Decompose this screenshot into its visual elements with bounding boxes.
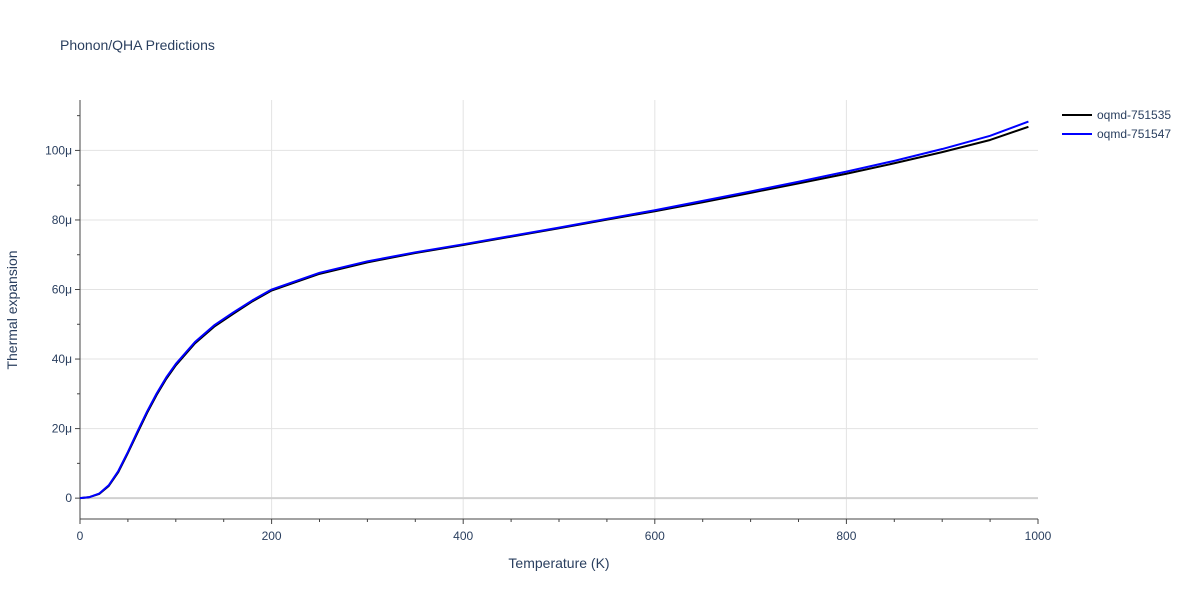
series-line-oqmd-751547 (79, 120, 1029, 500)
legend-label: oqmd-751547 (1097, 127, 1171, 141)
x-tick-label: 200 (262, 529, 282, 543)
y-tick-label: 100μ (45, 143, 72, 157)
chart-title: Phonon/QHA Predictions (60, 37, 215, 53)
legend: oqmd-751535 oqmd-751547 (1062, 108, 1171, 141)
x-tick-label: 600 (645, 529, 665, 543)
x-tick-label: 400 (453, 529, 473, 543)
grid (80, 100, 1038, 519)
y-tick-label: 40μ (52, 352, 72, 366)
x-axis-title: Temperature (K) (508, 555, 609, 571)
y-axis-title: Thermal expansion (4, 250, 20, 369)
series-lines (79, 120, 1029, 500)
x-tick-label: 1000 (1025, 529, 1052, 543)
x-tick-label: 0 (77, 529, 84, 543)
y-tick-label: 0 (65, 491, 72, 505)
legend-label: oqmd-751535 (1097, 108, 1171, 122)
y-tick-label: 60μ (52, 283, 72, 297)
y-tick-label: 80μ (52, 213, 72, 227)
x-tick-label: 800 (836, 529, 856, 543)
axes: 0 200 400 600 800 1000 0 20μ 40μ 60μ 80μ 100μ (45, 100, 1052, 543)
y-tick-label: 20μ (52, 422, 72, 436)
